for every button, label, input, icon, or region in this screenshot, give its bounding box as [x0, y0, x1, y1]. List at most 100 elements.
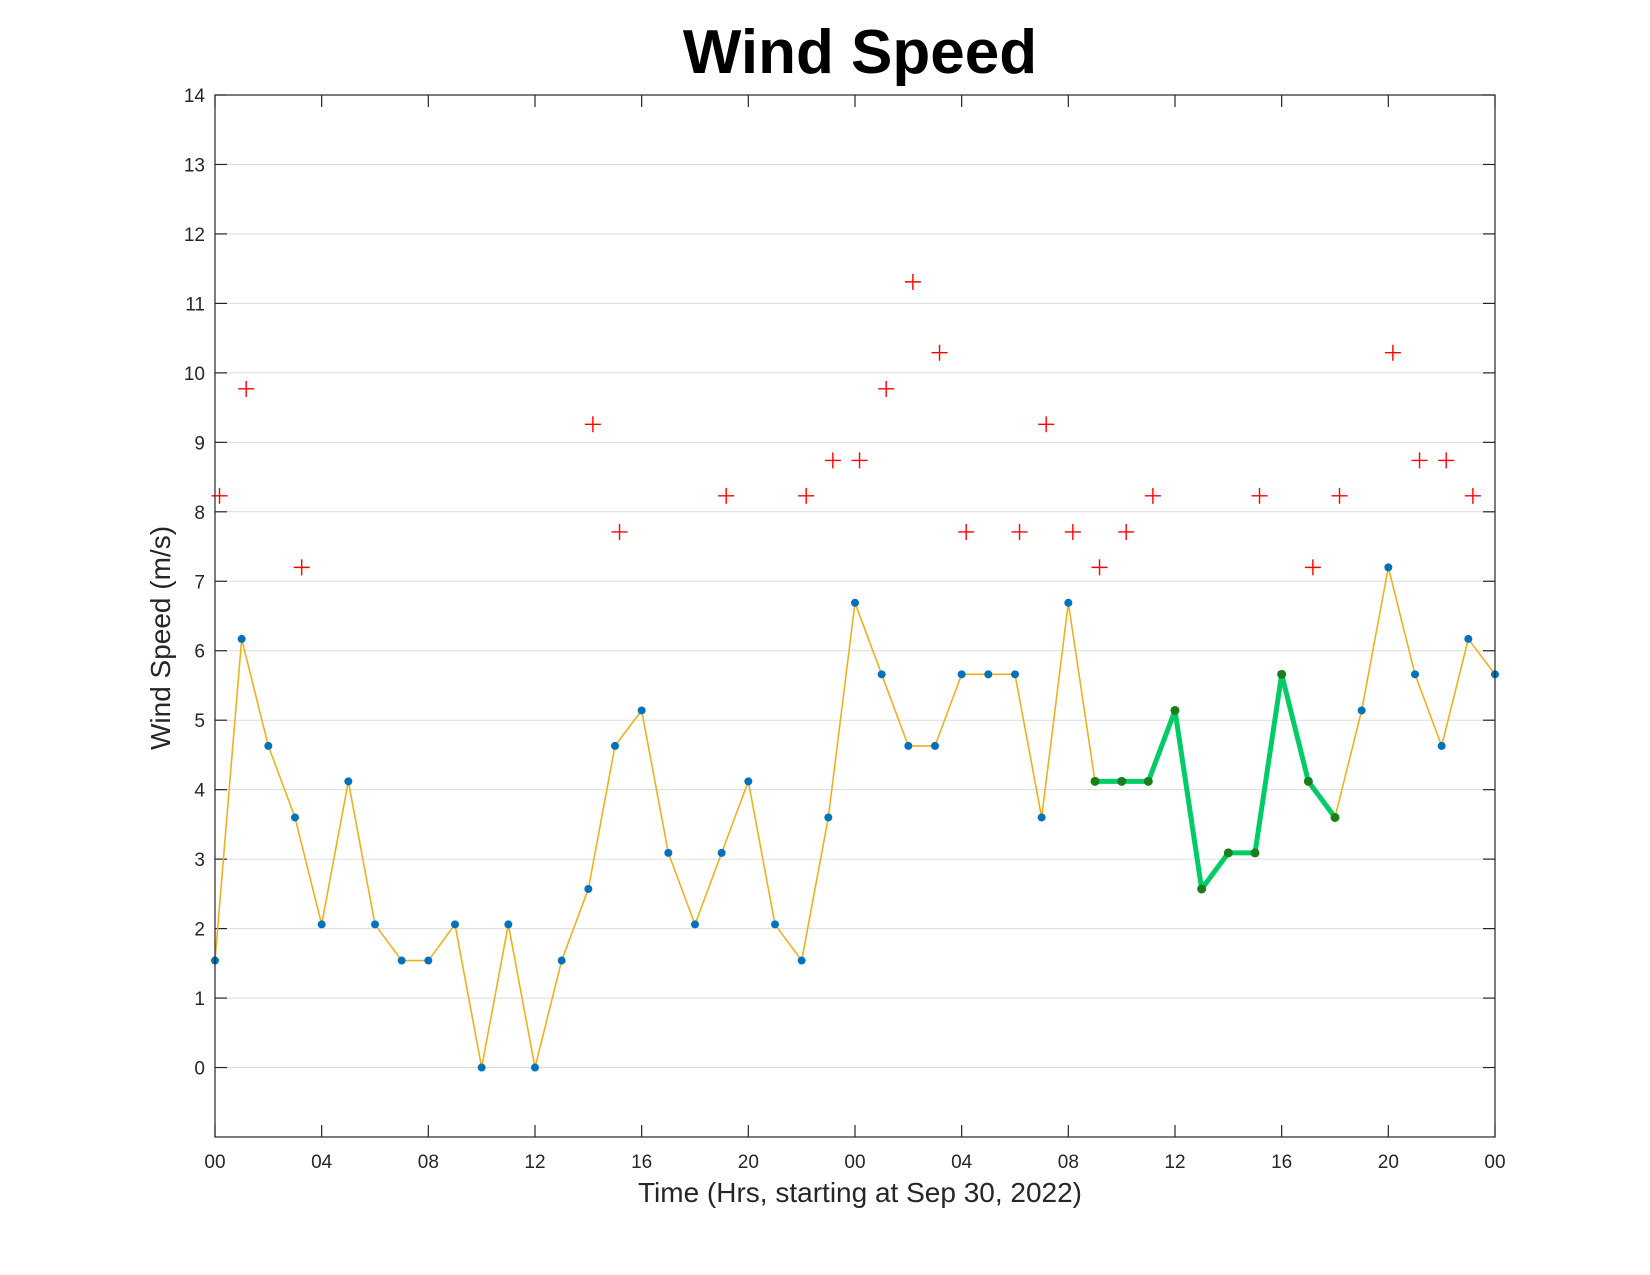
y-tick-label: 10 — [184, 364, 205, 385]
wind-speed-point — [957, 670, 966, 679]
wind-speed-point — [797, 956, 806, 965]
wind-speed-point — [1011, 670, 1019, 679]
wind-speed-point — [691, 920, 699, 929]
x-tick-label: 16 — [1271, 1152, 1292, 1173]
highlight-point — [1303, 776, 1313, 786]
y-tick-label: 5 — [194, 711, 205, 732]
wind-speed-point — [531, 1063, 539, 1072]
highlight-point — [1223, 848, 1233, 858]
wind-speed-point — [291, 813, 299, 822]
x-tick-label: 00 — [844, 1152, 865, 1173]
wind-speed-point — [904, 741, 913, 750]
wind-speed-point — [1037, 813, 1046, 822]
wind-speed-point — [317, 920, 326, 929]
wind-speed-point — [424, 956, 433, 965]
x-tick-label: 08 — [1058, 1152, 1079, 1173]
y-tick-label: 14 — [184, 86, 206, 107]
y-tick-label: 6 — [194, 642, 205, 663]
y-tick-label: 7 — [194, 572, 205, 593]
gust-marker — [1331, 487, 1348, 504]
highlight-point — [1250, 848, 1260, 858]
wind-speed-point — [584, 885, 593, 894]
x-tick-label: 20 — [1378, 1152, 1399, 1173]
gust-marker — [293, 559, 310, 576]
highlight-point — [1330, 812, 1340, 822]
gust-marker — [851, 452, 868, 469]
plot-frame — [214, 94, 1496, 1138]
wind-speed-point — [1384, 563, 1393, 572]
x-tick-label: 12 — [1164, 1152, 1185, 1173]
gust-marker — [1251, 487, 1268, 504]
wind-speed-point — [664, 848, 673, 857]
gust-marker — [611, 523, 628, 540]
wind-speed-point — [451, 920, 459, 929]
x-tick-label: 16 — [631, 1152, 652, 1173]
y-tick-label: 9 — [194, 433, 205, 454]
wind-speed-point — [717, 848, 726, 857]
x-tick-label: 12 — [524, 1152, 545, 1173]
gust-marker — [1384, 344, 1401, 361]
gust-marker — [584, 416, 601, 433]
gust-marker — [958, 523, 975, 540]
wind-speed-point — [237, 634, 246, 643]
gust-marker — [1411, 452, 1428, 469]
y-tick-label: 4 — [194, 781, 205, 802]
wind-speed-point — [397, 956, 406, 965]
y-tick-label: 0 — [194, 1059, 205, 1080]
y-tick-label: 1 — [194, 989, 205, 1010]
gust-marker — [238, 380, 255, 397]
wind-speed-point — [637, 706, 646, 715]
series-layer — [211, 273, 1499, 1072]
gust-marker — [798, 487, 815, 504]
wind-speed-point — [611, 741, 619, 750]
wind-speed-point — [1464, 634, 1473, 643]
highlight-point — [1090, 776, 1100, 786]
gust-marker — [1438, 452, 1455, 469]
wind-speed-point — [744, 777, 753, 786]
gust-marker — [1011, 523, 1028, 540]
gust-marker — [931, 344, 948, 361]
wind-speed-point — [771, 920, 779, 929]
x-axis-label: Time (Hrs, starting at Sep 30, 2022) — [638, 1177, 1082, 1208]
x-tick-label: 08 — [418, 1152, 439, 1173]
wind-speed-point — [877, 670, 886, 679]
gust-marker — [211, 487, 228, 504]
wind-speed-point — [851, 598, 859, 607]
x-tick-label: 04 — [951, 1152, 973, 1173]
gust-marker — [1038, 416, 1055, 433]
highlight-point — [1143, 776, 1153, 786]
wind-speed-point — [984, 670, 993, 679]
y-tick-label: 12 — [184, 225, 205, 246]
wind-speed-point — [264, 741, 273, 750]
wind-speed-point — [371, 920, 379, 929]
gust-marker — [718, 487, 735, 504]
wind-speed-point — [1411, 670, 1419, 679]
gust-marker — [1144, 487, 1161, 504]
highlight-point — [1117, 776, 1127, 786]
wind-speed-point — [931, 741, 939, 750]
x-tick-label: 04 — [311, 1152, 333, 1173]
wind-speed-point — [1437, 741, 1446, 750]
highlight-point — [1277, 669, 1287, 679]
gust-marker — [878, 380, 895, 397]
gust-marker — [1118, 523, 1135, 540]
gust-marker — [1064, 523, 1081, 540]
gust-marker — [824, 452, 841, 469]
wind-speed-point — [557, 956, 566, 965]
gust-marker — [904, 273, 921, 290]
wind-speed-point — [344, 777, 353, 786]
y-tick-label: 11 — [185, 294, 205, 315]
wind-speed-point — [504, 920, 513, 929]
wind-speed-point — [824, 813, 833, 822]
y-tick-label: 2 — [194, 920, 205, 941]
gust-marker — [1091, 559, 1108, 576]
highlight-point — [1170, 705, 1180, 715]
wind-speed-point — [1357, 706, 1366, 715]
y-tick-label: 3 — [194, 850, 205, 871]
y-tick-label: 8 — [194, 503, 205, 524]
gust-marker — [1304, 559, 1321, 576]
gust-marker — [1464, 487, 1481, 504]
